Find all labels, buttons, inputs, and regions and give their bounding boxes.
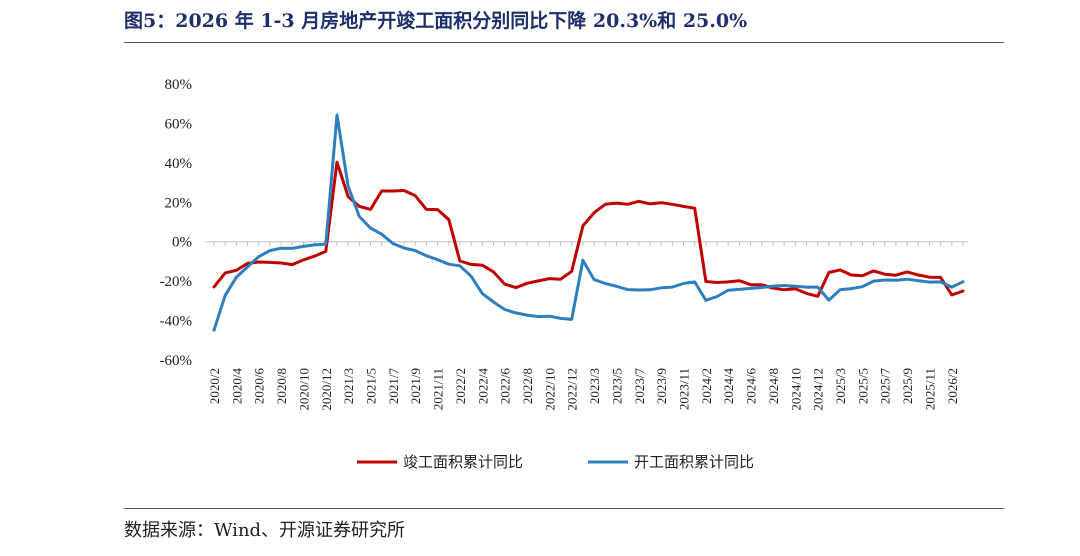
source-note: 数据来源：Wind、开源证券研究所 — [124, 520, 406, 541]
title-divider — [124, 42, 1004, 43]
x-tick-label: 2022/8 — [520, 368, 535, 404]
series-lines — [212, 113, 965, 332]
x-tick-label: 2021/11 — [431, 368, 446, 410]
y-tick-label: 80% — [165, 77, 193, 93]
x-tick-label: 2026/2 — [945, 368, 960, 404]
x-tick-label: 2024/6 — [744, 368, 759, 405]
x-tick-label: 2025/9 — [900, 368, 915, 404]
x-tick-label: 2024/4 — [721, 368, 736, 405]
x-tick-label: 2024/12 — [811, 368, 826, 411]
x-tick-label: 2022/10 — [542, 368, 557, 411]
x-tick-label: 2020/8 — [274, 368, 289, 404]
series-line-0 — [212, 160, 965, 298]
x-tick-label: 2023/5 — [609, 368, 624, 404]
x-tick-label: 2021/5 — [364, 368, 379, 404]
x-tick-label: 2024/8 — [766, 368, 781, 404]
x-tick-label: 2020/4 — [229, 368, 244, 405]
x-tick-label: 2022/4 — [475, 368, 490, 405]
x-tick-label: 2021/3 — [341, 368, 356, 404]
x-tick-label: 2023/11 — [677, 368, 692, 410]
legend: 竣工面积累计同比 开工面积累计同比 — [357, 453, 754, 471]
x-tick-label: 2022/2 — [453, 368, 468, 404]
x-tick-label: 2020/12 — [319, 368, 334, 411]
y-tick-label: 0% — [172, 235, 192, 251]
x-tick-label: 2025/7 — [878, 368, 893, 405]
y-tick-label: 40% — [165, 156, 193, 172]
legend-label: 竣工面积累计同比 — [403, 453, 523, 471]
x-tick-label: 2025/11 — [922, 368, 937, 410]
y-tick-label: -20% — [160, 274, 193, 290]
x-axis: 2020/2 2020/4 2020/6 2020/8 2020/10 2020/12 20… — [206, 241, 968, 411]
source-divider — [124, 508, 1004, 509]
x-tick-label: 2022/12 — [565, 368, 580, 411]
legend-label: 开工面积累计同比 — [634, 453, 754, 471]
x-tick-label: 2023/7 — [632, 368, 647, 405]
x-tick-label: 2020/6 — [252, 368, 267, 405]
x-tick-label: 2025/3 — [833, 368, 848, 404]
y-tick-label: 20% — [165, 195, 193, 211]
y-tick-label: 60% — [165, 116, 193, 132]
x-tick-label: 2021/9 — [408, 368, 423, 404]
chart-title: 图5：2026 年 1-3 月房地产开竣工面积分别同比下降 20.3%和 25.… — [124, 10, 748, 32]
x-tick-label: 2024/10 — [788, 368, 803, 411]
series-line-1 — [212, 113, 965, 332]
x-tick-label: 2021/7 — [386, 368, 401, 405]
x-tick-label: 2022/6 — [498, 368, 513, 405]
x-tick-label: 2020/10 — [296, 368, 311, 411]
y-axis: 80% 60% 40% 20% 0% -20% -40% -60% — [160, 77, 193, 369]
y-tick-label: -40% — [160, 314, 193, 330]
x-tick-label: 2024/2 — [699, 368, 714, 404]
x-tick-label: 2025/5 — [855, 368, 870, 404]
y-tick-label: -60% — [160, 353, 193, 369]
x-tick-label: 2023/3 — [587, 368, 602, 404]
x-tick-label: 2020/2 — [207, 368, 222, 404]
x-tick-label: 2023/9 — [654, 368, 669, 404]
